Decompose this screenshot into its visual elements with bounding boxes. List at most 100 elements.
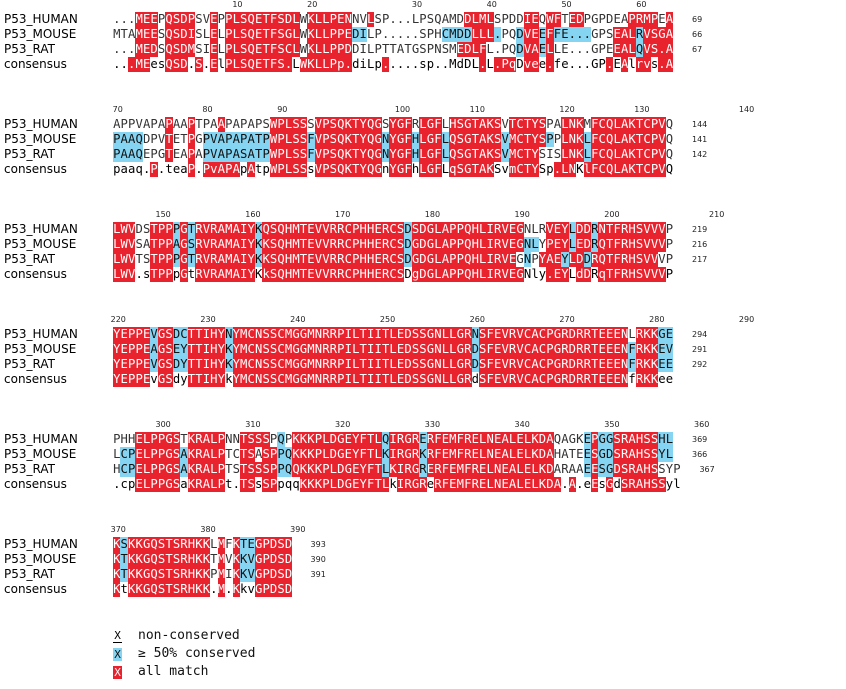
ruler-tick-label: 380 xyxy=(200,525,216,534)
sequence-end-position: 142 xyxy=(692,150,708,159)
sequence-end-position: 69 xyxy=(692,15,703,24)
sequence-residues: YEPPEVGSDCTTIHYNYMCNSSCMGGMNRRPILTIITLED… xyxy=(113,327,674,342)
sequence-residues: LCPELPPGSAKRALPTCTSASPPQKKKPLDGEYFTLKIRG… xyxy=(113,447,674,462)
ruler-tick-label: 340 xyxy=(514,420,530,429)
sequence-name: P53_HUMAN xyxy=(4,327,78,341)
sequence-residues: LWVSATPPAGSRVRAMAIYKKSQHMTEVVRRCPHHERCSD… xyxy=(113,237,674,252)
sequence-residues: KTKKGQSTSRHKKTMVKKVGPDSD xyxy=(113,552,293,567)
ruler-tick-label: 70 xyxy=(112,105,123,114)
sequence-residues: KTKKGQSTSRHKKPMIKKVGPDSD xyxy=(113,567,293,582)
ruler-tick-label: 120 xyxy=(559,105,575,114)
ruler-tick-label: 50 xyxy=(561,0,572,9)
ruler-tick-label: 130 xyxy=(634,105,650,114)
sequence-name: P53_RAT xyxy=(4,462,55,476)
sequence-residues: LWV.sTPPpGtRVRAMAIYKkSQHMTEVVRRCPHHERCSD… xyxy=(113,267,674,282)
legend-label: ≥ 50% conserved xyxy=(138,646,256,661)
ruler-tick-label: 350 xyxy=(604,420,620,429)
ruler-tick-label: 370 xyxy=(110,525,126,534)
ruler-tick-label: 360 xyxy=(694,420,710,429)
sequence-residues: ...MEesQSD.S.ElPLSQETFS.LWKLLPp.diLp....… xyxy=(113,57,674,72)
sequence-end-position: 369 xyxy=(692,435,708,444)
sequence-residues: YEPPEVGSDYTTIHYKYMCNSSCMGGMNRRPILTIITLED… xyxy=(113,357,674,372)
sequence-name: P53_RAT xyxy=(4,42,55,56)
ruler-tick-label: 260 xyxy=(469,315,485,324)
legend-label: non-conserved xyxy=(138,628,240,643)
sequence-residues: LWVTSTPPPGTRVRAMAIYKKSQHMTEVVRRCPHHERCSD… xyxy=(113,252,674,267)
position-ruler: 150 160 170 180 190 200 210 xyxy=(113,210,833,224)
sequence-end-position: 217 xyxy=(692,255,708,264)
sequence-name: P53_MOUSE xyxy=(4,132,77,146)
sequence-end-position: 367 xyxy=(699,465,715,474)
sequence-residues: PAAQDPVTETPGPVAPAPATPWPLSSFVPSQKTYQGNYGF… xyxy=(113,132,674,147)
sequence-name: consensus xyxy=(4,582,67,596)
sequence-end-position: 141 xyxy=(692,135,708,144)
sequence-name: P53_MOUSE xyxy=(4,237,77,251)
sequence-name: consensus xyxy=(4,477,67,491)
position-ruler: 220 230 240 250 260 270 280 290 xyxy=(110,315,833,329)
ruler-tick-label: 160 xyxy=(245,210,261,219)
sequence-name: P53_HUMAN xyxy=(4,222,78,236)
ruler-tick-label: 180 xyxy=(424,210,441,219)
ruler-tick-label: 310 xyxy=(245,420,261,429)
ruler-tick-label: 150 xyxy=(155,210,171,219)
legend-label: all match xyxy=(138,664,209,679)
ruler-tick-label: 240 xyxy=(290,315,306,324)
sequence-name: consensus xyxy=(4,162,67,176)
sequence-end-position: 294 xyxy=(692,330,708,339)
position-ruler: 370 380 390 xyxy=(110,525,833,539)
sequence-name: P53_MOUSE xyxy=(4,552,77,566)
sequence-name: P53_HUMAN xyxy=(4,432,78,446)
sequence-residues: .cpELPPGSaKRALPt.TSsSPpqqKKKPLDGEYFTLkIR… xyxy=(113,477,681,492)
sequence-residues: APPVAPAPAAPTPAAPAPAPSWPLSSSVPSQKTYQGSYGF… xyxy=(113,117,674,132)
sequence-end-position: 390 xyxy=(310,555,326,564)
sequence-name: P53_MOUSE xyxy=(4,27,77,41)
sequence-name: P53_HUMAN xyxy=(4,537,78,551)
ruler-tick-label: 80 xyxy=(202,105,213,114)
sequence-residues: MTAMEESQSDISLELPLSQETFSGLWKLLPPEDILP....… xyxy=(113,27,674,42)
sequence-name: P53_MOUSE xyxy=(4,447,77,461)
position-ruler: 70 80 90 100 110 120 130 140 xyxy=(113,105,833,119)
sequence-residues: YEPPEAGSEYTTIHYKYMCNSSCMGGMNRRPILTIITLED… xyxy=(113,342,674,357)
sequence-end-position: 66 xyxy=(692,30,703,39)
sequence-residues: ...MEDSQSDMSIELPLSQETFSCLWKLLPPDDILPTTAT… xyxy=(113,42,674,57)
legend-swatch-all-match: X xyxy=(113,665,122,679)
sequence-end-position: 219 xyxy=(692,225,708,234)
sequence-residues: HCPELPPGSAKRALPTSTSSSPPQQKKKPLDGEYFTLKIR… xyxy=(113,462,681,477)
sequence-end-position: 291 xyxy=(692,345,708,354)
ruler-tick-label: 190 xyxy=(514,210,530,219)
sequence-name: P53_RAT xyxy=(4,357,55,371)
ruler-tick-label: 280 xyxy=(649,315,665,324)
sequence-end-position: 67 xyxy=(692,45,703,54)
sequence-residues: ...MEEPQSDPSVEPPLSQETFSDLWKLLPENNVLSP...… xyxy=(113,12,674,27)
ruler-tick-label: 320 xyxy=(335,420,351,429)
position-ruler: 10 20 30 40 50 60 xyxy=(113,0,833,14)
ruler-tick-label: 330 xyxy=(424,420,441,429)
ruler-tick-label: 20 xyxy=(307,0,318,9)
ruler-tick-label: 200 xyxy=(604,210,620,219)
sequence-name: P53_HUMAN xyxy=(4,12,78,26)
legend-item-half-conserved: X ≥ 50% conserved xyxy=(113,646,255,664)
sequence-end-position: 144 xyxy=(692,120,708,129)
sequence-name: P53_RAT xyxy=(4,147,55,161)
ruler-tick-label: 220 xyxy=(110,315,126,324)
ruler-tick-label: 290 xyxy=(738,315,755,324)
sequence-name: consensus xyxy=(4,267,67,281)
sequence-residues: PHHELPPGSTKRALPNNTSSSPQPKKKPLDGEYFTLQIRG… xyxy=(113,432,674,447)
sequence-end-position: 366 xyxy=(692,450,708,459)
sequence-end-position: 393 xyxy=(310,540,326,549)
sequence-residues: PAAQEPGTEAPAPVAPASATPWPLSSFVPSQKTYQGNYGF… xyxy=(113,147,674,162)
sequence-name: P53_MOUSE xyxy=(4,342,77,356)
sequence-name: P53_HUMAN xyxy=(4,117,78,131)
sequence-name: consensus xyxy=(4,57,67,71)
ruler-tick-label: 140 xyxy=(738,105,755,114)
sequence-residues: LWVDSTPPPGTRVRAMAIYKQSQHMTEVVRRCPHHERCSD… xyxy=(113,222,674,237)
ruler-tick-label: 60 xyxy=(636,0,647,9)
ruler-tick-label: 100 xyxy=(394,105,411,114)
ruler-tick-label: 30 xyxy=(411,0,423,9)
ruler-tick-label: 270 xyxy=(559,315,575,324)
ruler-tick-label: 300 xyxy=(155,420,171,429)
legend-swatch-half-conserved: X xyxy=(113,647,122,661)
